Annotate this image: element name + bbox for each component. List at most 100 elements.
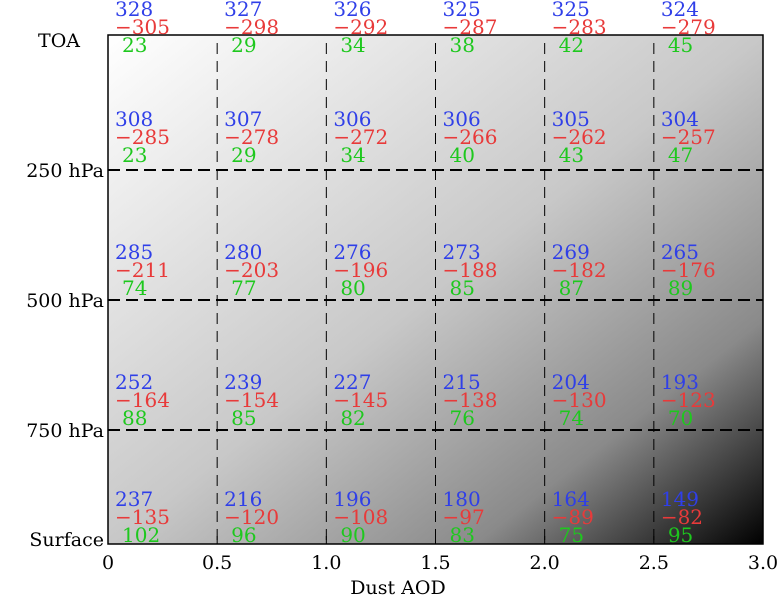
data-label: 325 — [443, 0, 481, 21]
data-label: 47 — [668, 143, 693, 167]
data-label: 80 — [340, 276, 365, 300]
data-label: 77 — [231, 276, 256, 300]
data-label: 70 — [668, 406, 693, 430]
data-label: −89 — [552, 505, 594, 529]
data-label: 280 — [224, 240, 262, 264]
data-label: −164 — [115, 388, 170, 412]
data-label: 75 — [559, 523, 584, 547]
data-label: 304 — [661, 107, 699, 131]
x-tick-label: 0.5 — [202, 552, 232, 574]
data-label: 164 — [552, 487, 590, 511]
data-label: 265 — [661, 240, 699, 264]
x-tick-label: 1.5 — [420, 552, 450, 574]
data-label: 95 — [668, 523, 693, 547]
data-label: −145 — [333, 388, 388, 412]
data-label: 89 — [668, 276, 693, 300]
data-label: 149 — [661, 487, 699, 511]
data-label: 88 — [122, 406, 147, 430]
data-label: −135 — [115, 505, 170, 529]
data-label: 215 — [443, 370, 481, 394]
data-label: 324 — [661, 0, 699, 21]
data-label: 85 — [450, 276, 475, 300]
data-label: 239 — [224, 370, 262, 394]
x-tick-label: 2.0 — [530, 552, 560, 574]
data-label: −120 — [224, 505, 279, 529]
data-labels: 328 327 326 325 325 324 308 307 306 306 305 304 285 2… — [115, 0, 716, 547]
data-label: 252 — [115, 370, 153, 394]
data-label: 45 — [668, 33, 693, 57]
x-tick-label: 3.0 — [748, 552, 778, 574]
data-label: 74 — [559, 406, 584, 430]
data-label: 306 — [333, 107, 371, 131]
y-tick-label: Surface — [29, 529, 104, 551]
data-label: 193 — [661, 370, 699, 394]
data-label: 34 — [340, 33, 365, 57]
data-label: −285 — [115, 125, 170, 149]
data-label: 29 — [231, 33, 256, 57]
data-label: −262 — [552, 125, 607, 149]
data-label: 38 — [450, 33, 475, 57]
data-label: −138 — [443, 388, 498, 412]
data-label: −283 — [552, 15, 607, 39]
data-label: −188 — [443, 258, 498, 282]
data-label: 305 — [552, 107, 590, 131]
y-tick-label: 500 hPa — [26, 290, 104, 312]
x-axis-label: Dust AOD — [350, 577, 445, 597]
data-label: −130 — [552, 388, 607, 412]
data-label: 82 — [340, 406, 365, 430]
data-label: 85 — [231, 406, 256, 430]
data-label: −278 — [224, 125, 279, 149]
data-label: −97 — [443, 505, 485, 529]
data-label: −257 — [661, 125, 716, 149]
data-label: 196 — [333, 487, 371, 511]
data-label: 237 — [115, 487, 153, 511]
data-label: 204 — [552, 370, 590, 394]
data-label: −287 — [443, 15, 498, 39]
data-label: 74 — [122, 276, 147, 300]
data-label: 43 — [559, 143, 584, 167]
data-label: −176 — [661, 258, 716, 282]
x-tick-label: 2.5 — [639, 552, 669, 574]
grid — [108, 43, 763, 544]
y-tick-label: 750 hPa — [26, 420, 104, 442]
data-label: 23 — [122, 33, 147, 57]
data-label: 40 — [450, 143, 475, 167]
data-label: 306 — [443, 107, 481, 131]
data-label: 328 — [115, 0, 153, 21]
data-label: 76 — [450, 406, 475, 430]
data-label: −154 — [224, 388, 279, 412]
data-label: 307 — [224, 107, 262, 131]
data-label: −266 — [443, 125, 498, 149]
data-label: 285 — [115, 240, 153, 264]
data-label: 308 — [115, 107, 153, 131]
data-label: 42 — [559, 33, 584, 57]
data-label: −196 — [333, 258, 388, 282]
data-label: 273 — [443, 240, 481, 264]
data-label: 325 — [552, 0, 590, 21]
data-label: 227 — [333, 370, 371, 394]
data-label: 326 — [333, 0, 371, 21]
data-label: 87 — [559, 276, 584, 300]
data-label: 102 — [122, 523, 160, 547]
data-label: −298 — [224, 15, 279, 39]
x-tick-label: 1.0 — [311, 552, 341, 574]
y-tick-label: 250 hPa — [26, 160, 104, 182]
data-label: 29 — [231, 143, 256, 167]
y-tick-label: TOA — [38, 30, 80, 52]
data-label: −305 — [115, 15, 170, 39]
data-label: −203 — [224, 258, 279, 282]
data-label: 276 — [333, 240, 371, 264]
data-label: 180 — [443, 487, 481, 511]
data-label: −292 — [333, 15, 388, 39]
data-label: 216 — [224, 487, 262, 511]
data-label: −211 — [115, 258, 170, 282]
data-label: 23 — [122, 143, 147, 167]
x-tick-label: 0 — [102, 552, 114, 574]
data-label: −123 — [661, 388, 716, 412]
data-label: −82 — [661, 505, 703, 529]
data-label: −279 — [661, 15, 716, 39]
data-label: −182 — [552, 258, 607, 282]
data-label: 327 — [224, 0, 262, 21]
